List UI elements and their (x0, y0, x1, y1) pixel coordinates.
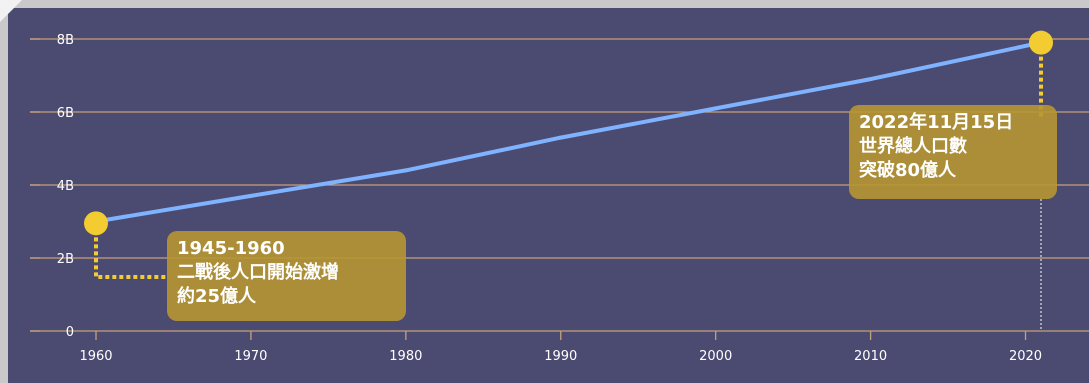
x-tick-label-5: 2010 (854, 349, 887, 364)
x-tick-label-4: 2000 (699, 349, 732, 364)
x-tick-label-3: 1990 (544, 349, 577, 364)
y-tick-label-0: 0 (66, 325, 74, 340)
data-point-1970 (248, 193, 253, 198)
y-tick-label-2: 4B (57, 179, 74, 194)
annotation-1960-line-2: 二戰後人口開始激增 (177, 262, 339, 283)
annotation-2022-line-1: 2022年11月15日 (859, 112, 1014, 133)
x-tick-label-2: 1980 (389, 349, 422, 364)
annotation-1960-line-1: 1945-1960 (177, 238, 285, 259)
x-tick-label-1: 1970 (234, 349, 267, 364)
data-point-1990 (558, 135, 563, 140)
data-point-2000 (713, 106, 718, 111)
y-tick-label-1: 2B (57, 252, 74, 267)
y-tick-label-4: 8B (57, 33, 74, 48)
data-point-1980 (403, 168, 408, 173)
annotation-2022: 2022年11月15日 世界總人口數 突破80億人 (849, 105, 1057, 199)
marker-2021 (1029, 30, 1053, 55)
x-tick-label-6: 2020 (1009, 349, 1042, 364)
annotation-1960: 1945-1960 二戰後人口開始激增 約25億人 (167, 231, 406, 321)
x-tick-label-0: 1960 (79, 349, 112, 364)
annotation-2022-line-3: 突破80億人 (859, 160, 957, 181)
data-point-2010 (868, 77, 873, 82)
annotation-2022-line-2: 世界總人口數 (859, 136, 967, 157)
marker-1960 (84, 211, 108, 236)
annotation-1960-connector (94, 223, 167, 279)
annotation-1960-line-3: 約25億人 (177, 286, 257, 307)
y-tick-label-3: 6B (57, 106, 74, 121)
